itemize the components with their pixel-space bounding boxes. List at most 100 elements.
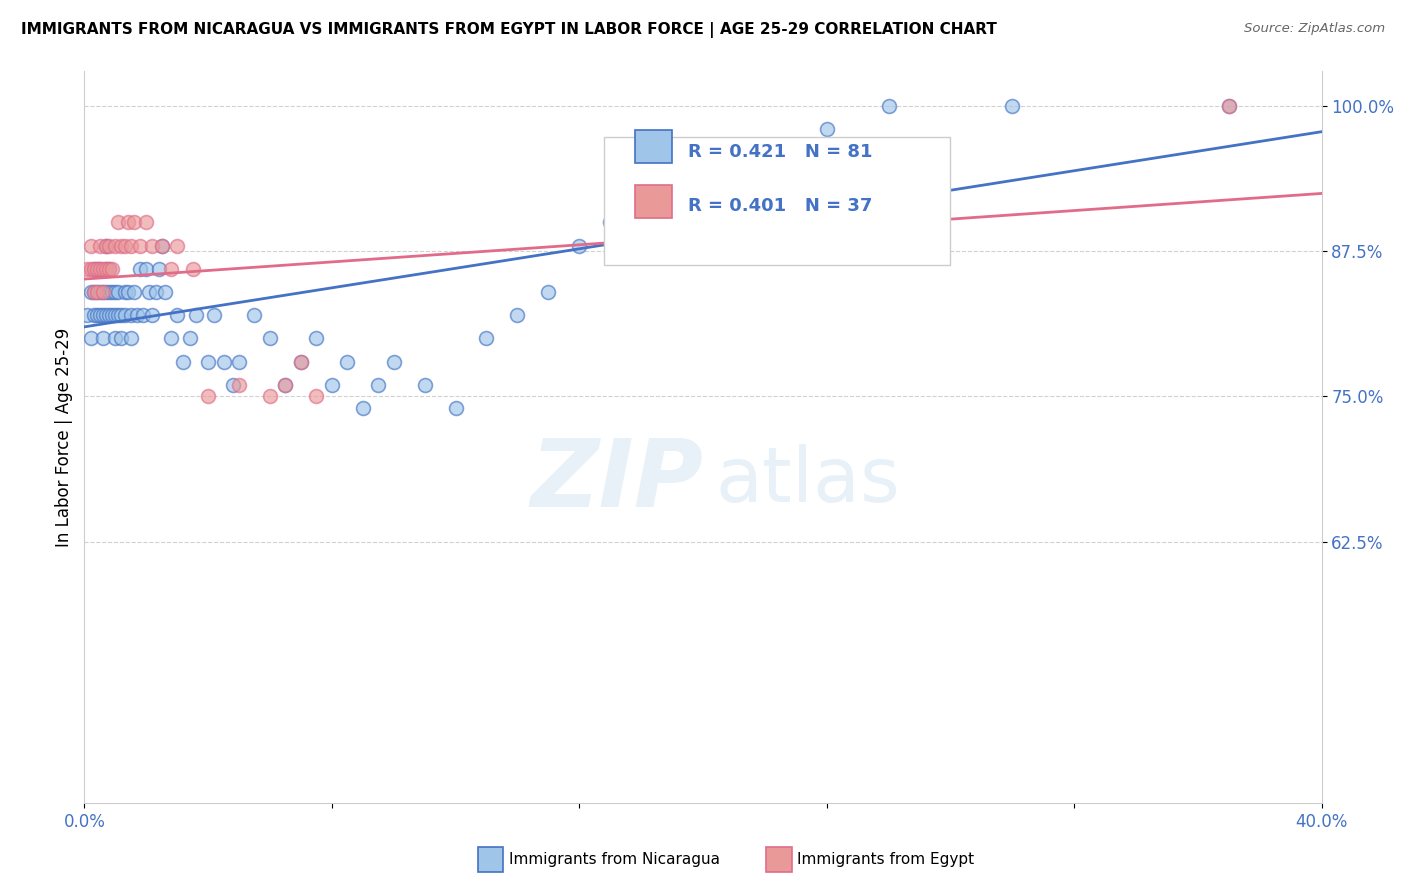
Point [122, 215, 145, 229]
Point [79, 238, 101, 252]
Point [228, 354, 250, 368]
Text: Source: ZipAtlas.com: Source: ZipAtlas.com [1244, 22, 1385, 36]
Point [122, 285, 145, 299]
Point [79, 285, 101, 299]
Point [83, 285, 105, 299]
Point [86, 308, 108, 322]
Point [153, 285, 176, 299]
Point [94, 261, 117, 276]
Point [76, 261, 98, 276]
Y-axis label: In Labor Force | Age 25-29: In Labor Force | Age 25-29 [55, 327, 73, 547]
Point [184, 308, 207, 322]
Point [114, 308, 136, 322]
Point [94, 261, 117, 276]
Point [506, 308, 529, 322]
Point [141, 308, 163, 322]
Point [305, 331, 328, 345]
Point [179, 331, 201, 345]
Point [150, 238, 173, 252]
Point [83, 308, 105, 322]
Point [160, 331, 183, 345]
Point [94, 238, 117, 252]
Point [166, 308, 188, 322]
Point [568, 238, 591, 252]
Point [91, 331, 114, 345]
Point [89, 308, 111, 322]
Point [1218, 99, 1240, 113]
Point [86, 285, 108, 299]
Point [475, 331, 498, 345]
Text: Immigrants from Egypt: Immigrants from Egypt [797, 853, 974, 867]
Text: R = 0.421   N = 81: R = 0.421 N = 81 [688, 143, 873, 161]
Point [98, 308, 121, 322]
Point [132, 308, 155, 322]
Point [89, 261, 111, 276]
Point [120, 238, 142, 252]
Point [1218, 99, 1240, 113]
Point [166, 238, 188, 252]
Point [222, 377, 245, 392]
Point [367, 377, 389, 392]
Point [877, 99, 900, 113]
Point [98, 285, 121, 299]
Point [98, 261, 121, 276]
Point [212, 354, 235, 368]
Point [336, 354, 359, 368]
Point [305, 389, 328, 403]
Point [110, 331, 132, 345]
Point [83, 261, 105, 276]
Point [89, 238, 111, 252]
Point [104, 331, 127, 345]
Point [599, 215, 621, 229]
Point [290, 354, 312, 368]
Point [352, 401, 374, 415]
Point [107, 308, 129, 322]
Point [444, 401, 467, 415]
Point [197, 354, 219, 368]
Point [104, 285, 127, 299]
Text: ZIP: ZIP [530, 435, 703, 527]
Point [98, 238, 121, 252]
Point [129, 261, 152, 276]
Point [202, 308, 225, 322]
Point [76, 308, 98, 322]
Point [94, 285, 117, 299]
Point [259, 389, 281, 403]
Point [101, 308, 124, 322]
Point [110, 238, 132, 252]
Point [382, 354, 405, 368]
Point [86, 285, 108, 299]
Point [104, 308, 127, 322]
Point [1001, 99, 1024, 113]
Point [86, 261, 108, 276]
Point [129, 238, 152, 252]
Point [94, 308, 117, 322]
Point [91, 261, 114, 276]
Point [150, 238, 173, 252]
Point [101, 285, 124, 299]
Point [630, 192, 652, 206]
Point [259, 331, 281, 345]
Text: R = 0.401   N = 37: R = 0.401 N = 37 [688, 197, 873, 215]
Point [290, 354, 312, 368]
Point [138, 285, 160, 299]
Point [104, 238, 127, 252]
Point [274, 377, 297, 392]
Point [413, 377, 436, 392]
Point [135, 261, 157, 276]
Point [83, 261, 105, 276]
Point [172, 354, 194, 368]
Point [120, 331, 142, 345]
Point [89, 285, 111, 299]
Point [754, 145, 776, 160]
Point [94, 238, 117, 252]
Point [98, 261, 121, 276]
Point [181, 261, 204, 276]
Text: IMMIGRANTS FROM NICARAGUA VS IMMIGRANTS FROM EGYPT IN LABOR FORCE | AGE 25-29 CO: IMMIGRANTS FROM NICARAGUA VS IMMIGRANTS … [21, 22, 997, 38]
Point [91, 308, 114, 322]
Point [321, 377, 343, 392]
FancyBboxPatch shape [636, 130, 672, 162]
Point [274, 377, 297, 392]
Point [228, 377, 250, 392]
Point [83, 285, 105, 299]
